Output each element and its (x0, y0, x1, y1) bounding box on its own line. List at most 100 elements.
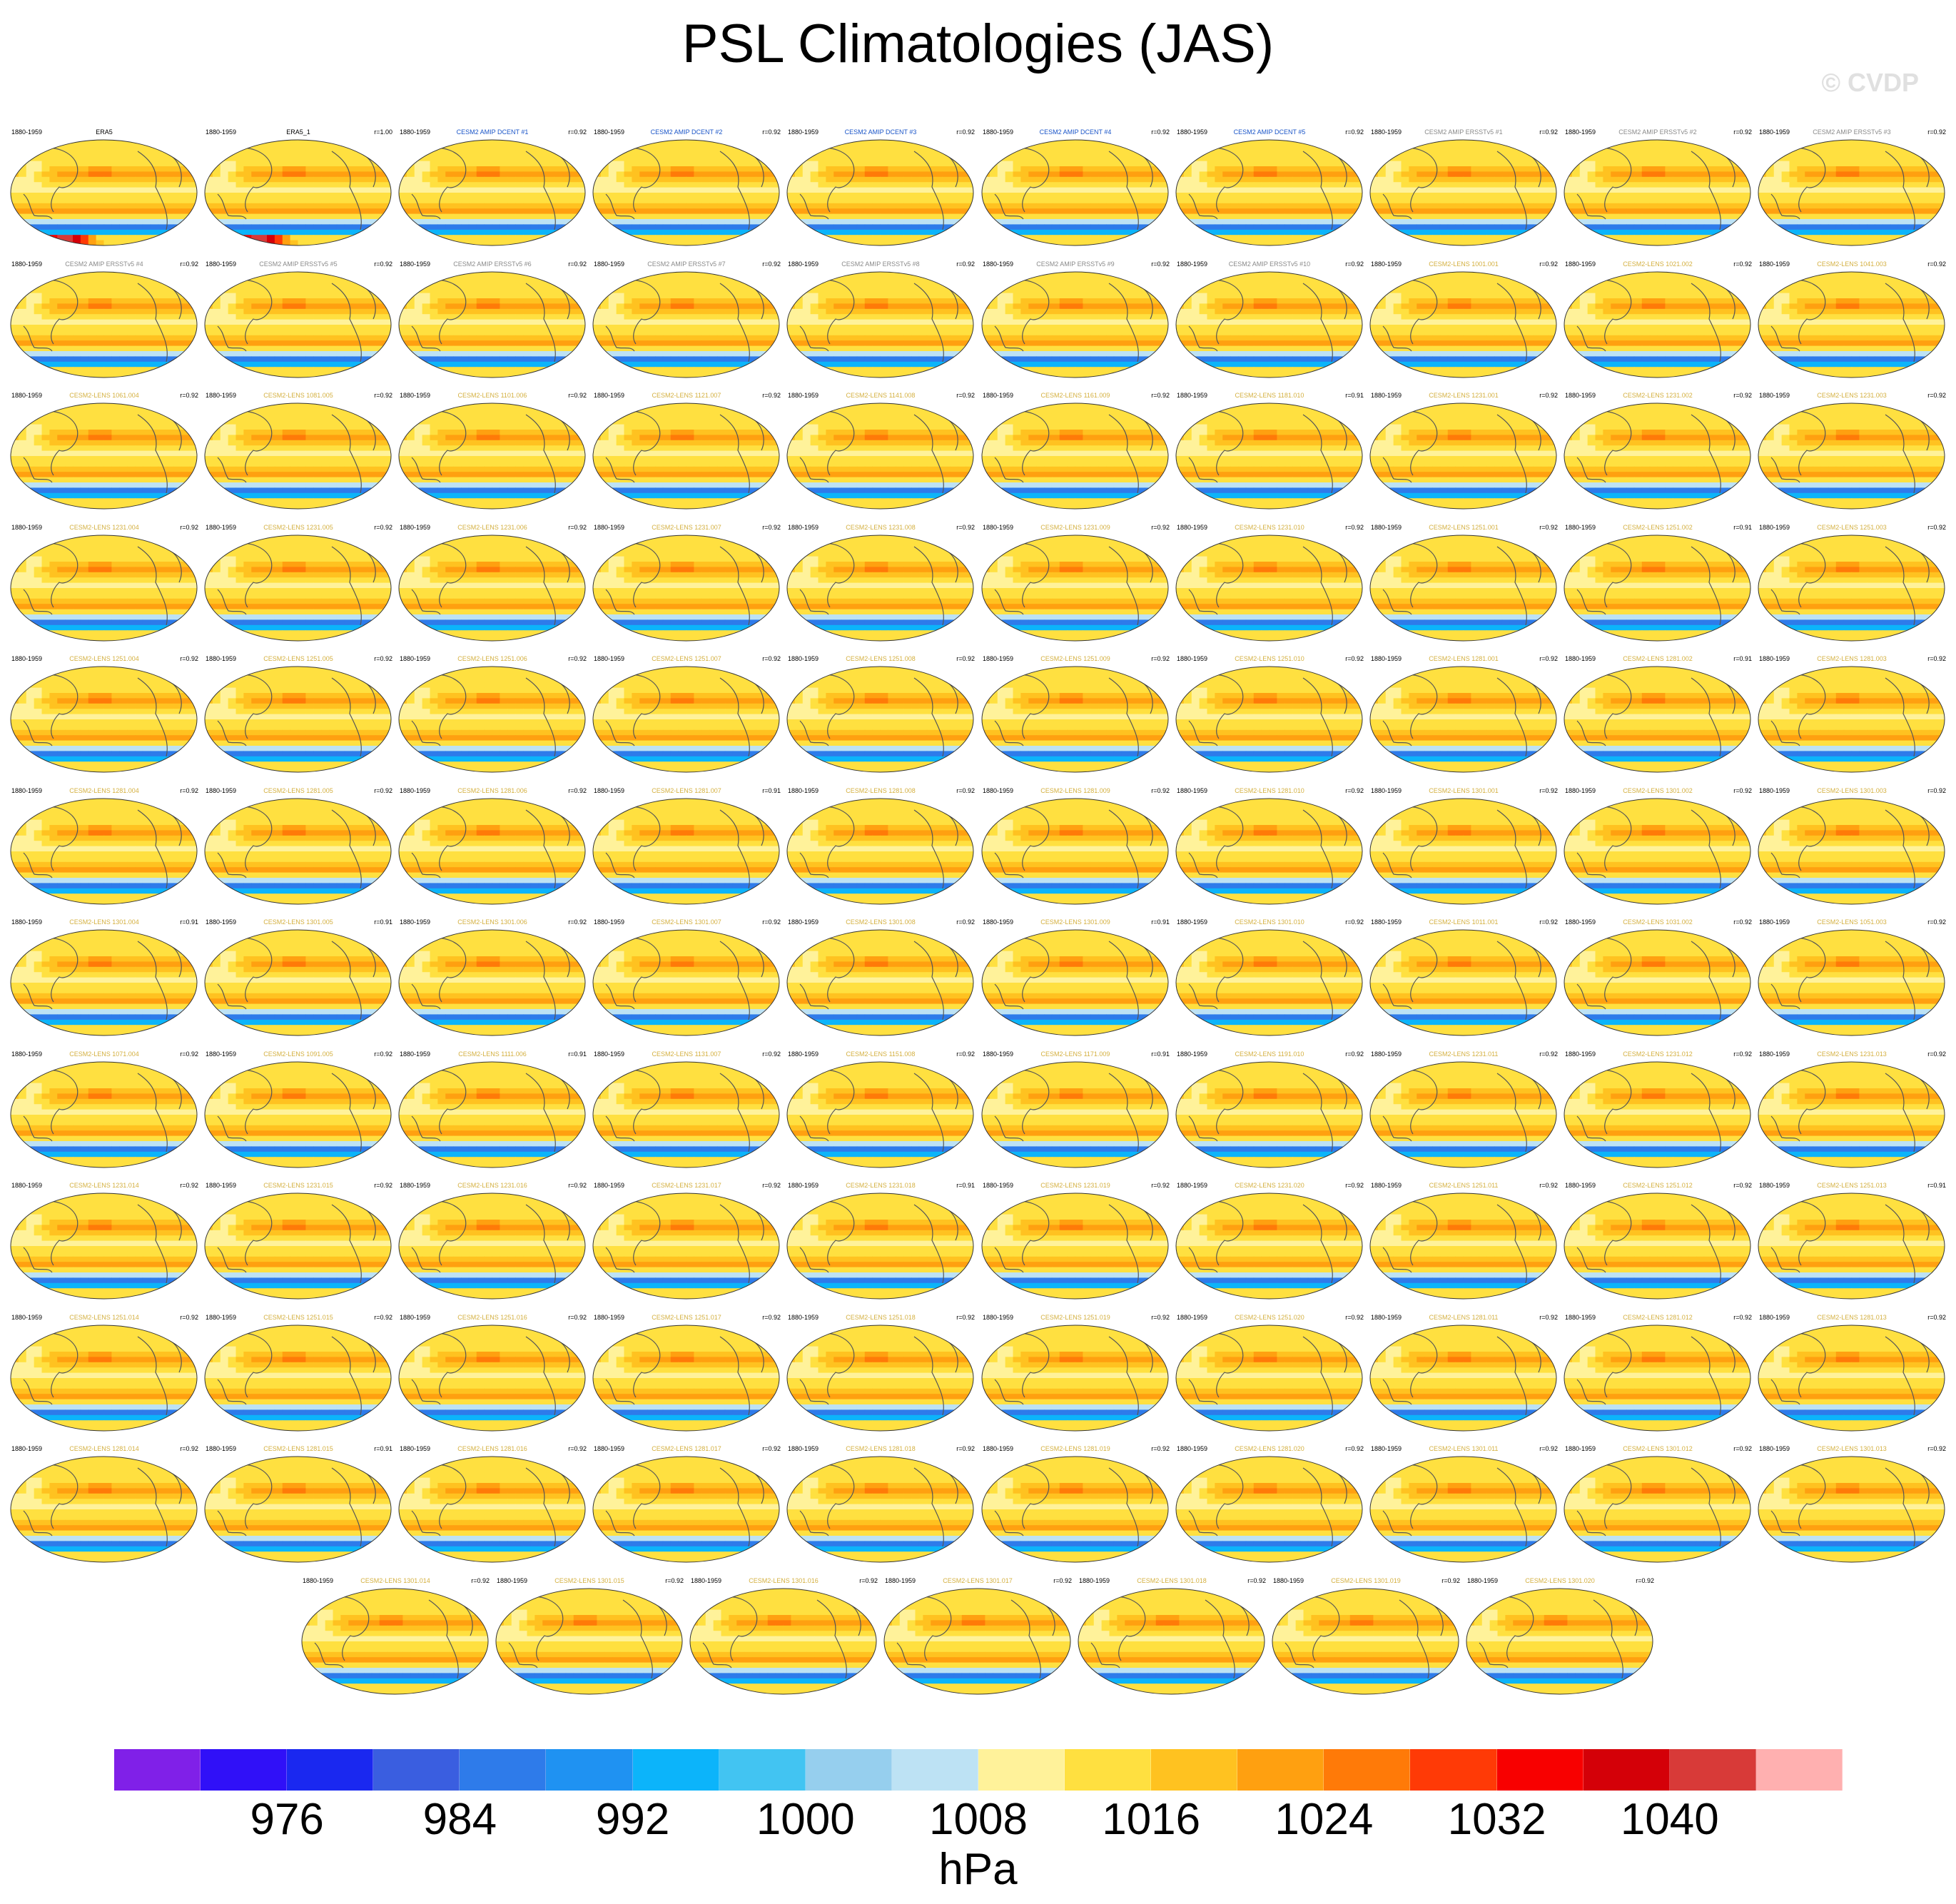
psl-cell (1595, 182, 1603, 188)
psl-cell (694, 224, 702, 231)
psl-cell (1611, 235, 1619, 241)
psl-cell (1681, 176, 1689, 183)
psl-cell (142, 193, 151, 198)
psl-cell (1339, 193, 1347, 198)
psl-cell (492, 156, 500, 162)
psl-cell (515, 150, 524, 156)
psl-cell (1875, 203, 1883, 209)
psl-cell (1447, 213, 1456, 220)
psl-cell (1820, 240, 1829, 245)
psl-cell (523, 187, 532, 193)
psl-cell (445, 203, 454, 209)
psl-cell (1517, 166, 1526, 172)
psl-cell (1929, 161, 1937, 167)
psl-cell (103, 229, 112, 236)
psl-cell (259, 229, 268, 236)
psl-cell (678, 140, 687, 146)
psl-cell (1152, 208, 1161, 215)
psl-cell (903, 235, 912, 241)
psl-cell (1703, 224, 1713, 231)
psl-cell (724, 208, 734, 215)
panel-period-label: 1880-1959 (206, 128, 236, 136)
psl-cell (826, 240, 834, 245)
psl-cell (298, 166, 306, 172)
psl-cell (880, 235, 888, 241)
psl-cell (1385, 213, 1394, 220)
psl-cell (818, 193, 826, 198)
psl-cell (1083, 208, 1091, 215)
psl-cell (1673, 240, 1681, 245)
psl-cell (1595, 198, 1603, 204)
psl-cell (818, 235, 826, 241)
psl-cell (1828, 219, 1837, 225)
psl-cell (476, 240, 485, 245)
psl-cell (468, 193, 477, 198)
psl-cell (34, 166, 43, 172)
psl-cell (1176, 145, 1185, 151)
psl-map (398, 139, 586, 246)
psl-cell (1113, 187, 1123, 193)
psl-cell (500, 161, 508, 167)
psl-cell (251, 182, 260, 188)
psl-cell (1937, 213, 1945, 220)
psl-cell (158, 171, 167, 178)
psl-cell (1681, 235, 1689, 241)
psl-cell (41, 235, 50, 241)
psl-cell (282, 229, 291, 236)
psl-cell (352, 224, 361, 231)
psl-cell (724, 161, 734, 167)
psl-cell (600, 224, 609, 231)
psl-cell (1541, 219, 1549, 225)
psl-cell (523, 219, 532, 225)
psl-cell (632, 240, 640, 245)
psl-cell (826, 198, 834, 204)
psl-cell (1501, 166, 1511, 172)
panel-period-label: 1880-1959 (788, 128, 819, 136)
psl-cell (802, 208, 811, 215)
psl-cell (1113, 235, 1123, 241)
psl-cell (1432, 150, 1441, 156)
psl-cell (1370, 166, 1379, 172)
psl-cell (1611, 198, 1619, 204)
psl-cell (1417, 161, 1425, 167)
psl-cell (1207, 193, 1215, 198)
psl-cell (360, 171, 368, 178)
panel-period-label: 1880-1959 (11, 128, 42, 136)
psl-cell (1028, 219, 1037, 225)
psl-cell (1083, 187, 1091, 193)
psl-cell (1044, 229, 1053, 236)
psl-cell (1307, 208, 1317, 215)
psl-cell (1238, 229, 1247, 236)
psl-cell (383, 193, 391, 198)
psl-cell (305, 193, 314, 198)
psl-cell (383, 198, 391, 204)
psl-cell (1245, 161, 1255, 167)
psl-cell (1152, 193, 1161, 198)
psl-cell (1129, 182, 1138, 188)
psl-cell (1781, 219, 1790, 225)
psl-cell (500, 213, 508, 220)
psl-cell (647, 213, 656, 220)
psl-cell (1735, 161, 1743, 167)
psl-cell (220, 208, 229, 215)
psl-cell (329, 219, 338, 225)
psl-cell (662, 182, 672, 188)
psl-cell (1517, 156, 1526, 162)
psl-cell (1571, 171, 1581, 178)
psl-cell (934, 193, 943, 198)
psl-cell (997, 213, 1006, 220)
psl-cell (65, 187, 74, 193)
psl-cell (11, 229, 19, 236)
psl-cell (911, 171, 920, 178)
psl-cell (26, 219, 35, 225)
psl-cell (958, 176, 966, 183)
psl-cell (484, 145, 493, 151)
psl-cell (1921, 176, 1930, 183)
psl-cell (103, 240, 112, 245)
psl-cell (173, 240, 182, 245)
psl-cell (764, 219, 772, 225)
psl-cell (484, 140, 493, 146)
psl-cell (1875, 140, 1883, 146)
psl-cell (1657, 229, 1666, 236)
psl-cell (305, 203, 314, 209)
